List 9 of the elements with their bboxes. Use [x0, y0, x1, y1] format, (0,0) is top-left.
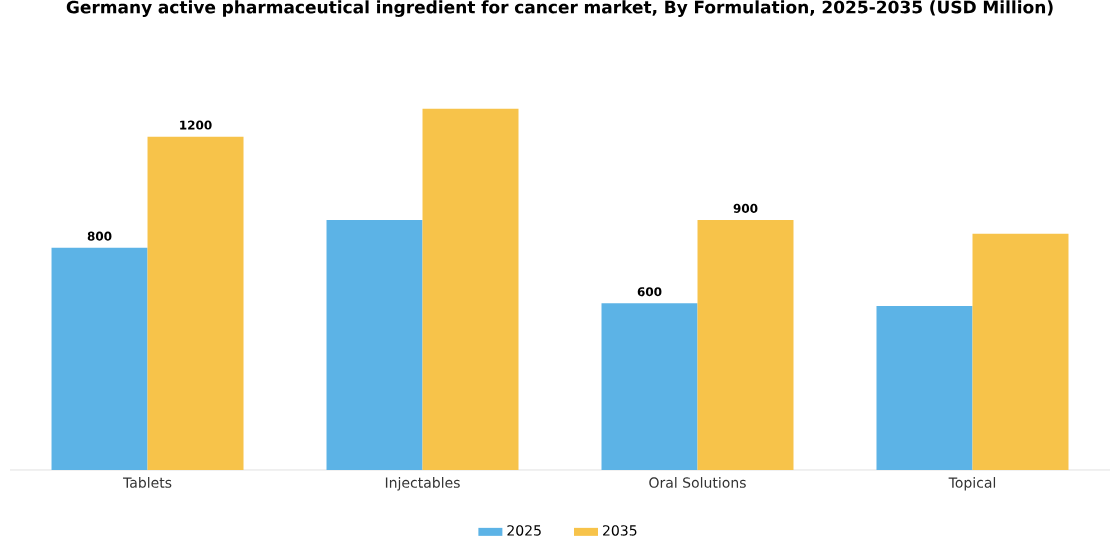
bar: [326, 219, 423, 470]
chart-title: Germany active pharmaceutical ingredient for cancer market, By Formulation, 2025-2035 (USD Million): [66, 0, 1053, 17]
bar: [51, 247, 148, 470]
bar: [601, 303, 698, 470]
bar: [147, 136, 244, 470]
bar: [422, 108, 519, 470]
bar: [697, 219, 794, 470]
bar: [972, 233, 1069, 470]
bar: [876, 306, 973, 470]
